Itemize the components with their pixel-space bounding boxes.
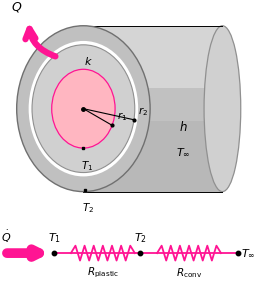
Text: $\dot{Q}$: $\dot{Q}$ — [1, 228, 12, 245]
Text: $h$: $h$ — [179, 120, 188, 134]
Ellipse shape — [32, 45, 135, 172]
Text: $T_1$: $T_1$ — [81, 160, 93, 174]
Text: $T_\infty$: $T_\infty$ — [241, 247, 255, 259]
Ellipse shape — [52, 69, 115, 148]
Text: $k$: $k$ — [84, 55, 93, 67]
Polygon shape — [83, 26, 222, 88]
Text: $\dot{Q}$: $\dot{Q}$ — [11, 0, 22, 15]
Text: $r_1$: $r_1$ — [118, 111, 128, 124]
Text: $T_2$: $T_2$ — [134, 231, 147, 245]
Polygon shape — [83, 26, 222, 192]
Ellipse shape — [17, 26, 150, 192]
Text: $R_{\mathregular{plastic}}$: $R_{\mathregular{plastic}}$ — [87, 266, 119, 280]
Text: $T_2$: $T_2$ — [82, 202, 94, 215]
Ellipse shape — [204, 26, 241, 192]
Text: $T_1$: $T_1$ — [48, 231, 61, 245]
Text: $R_{\mathregular{conv}}$: $R_{\mathregular{conv}}$ — [176, 266, 202, 280]
Text: $r_2$: $r_2$ — [138, 105, 148, 118]
Polygon shape — [83, 88, 222, 121]
Text: $T_\infty$: $T_\infty$ — [176, 146, 191, 158]
Ellipse shape — [30, 42, 137, 175]
